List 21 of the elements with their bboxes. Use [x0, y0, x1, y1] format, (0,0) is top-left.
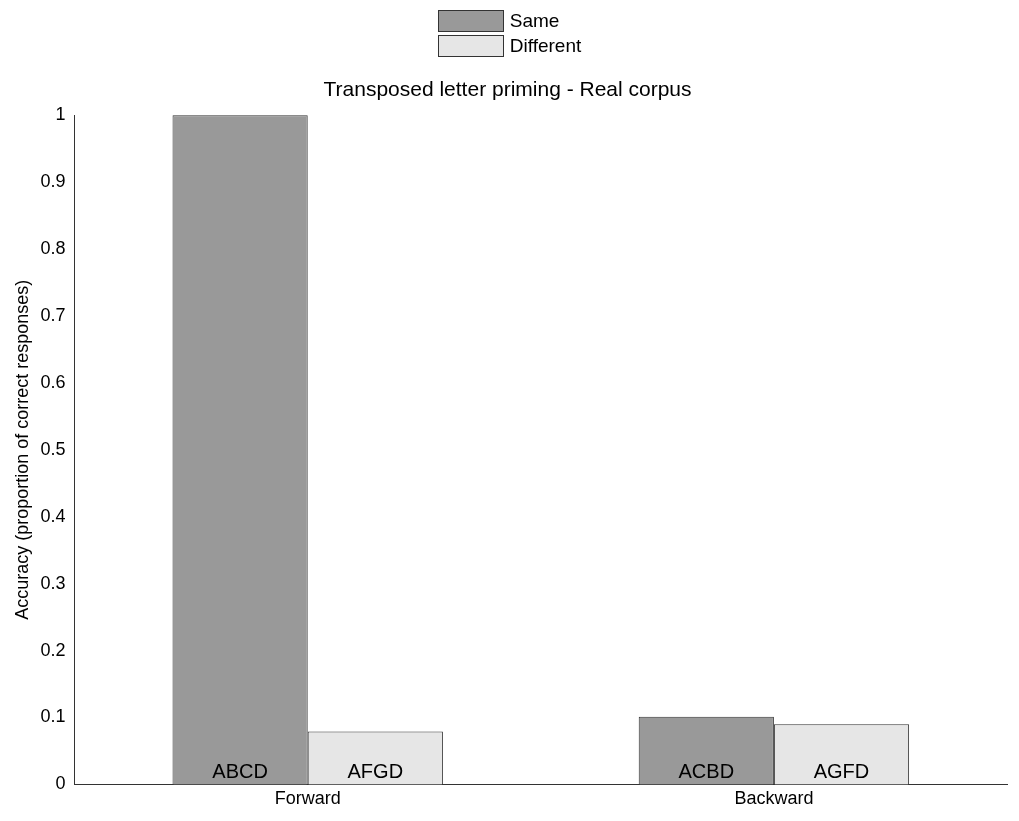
y-tick-label: 0.1 — [40, 706, 66, 727]
data-label: AFGD — [347, 759, 404, 782]
y-tick-label: 0 — [55, 773, 66, 794]
y-tick-label: 0.5 — [40, 438, 66, 459]
data-label: ABCD — [212, 759, 268, 782]
y-tick-label: 0.6 — [40, 371, 66, 392]
data-label: ACBD — [678, 759, 735, 782]
chart-title: Transposed letter priming - Real corpus — [323, 77, 692, 101]
legend-label: Different — [509, 34, 582, 57]
x-tick-label: Forward — [274, 788, 341, 809]
y-tick-label: 0.8 — [40, 238, 66, 259]
y-axis-title: Accuracy (proportion of correct responses) — [11, 279, 32, 620]
x-tick-label: Backward — [734, 788, 814, 809]
y-tick-label: 0.4 — [40, 505, 66, 526]
legend-label: Same — [509, 9, 560, 32]
y-tick-label: 0.9 — [40, 171, 66, 192]
y-tick-label: 0.7 — [40, 304, 66, 325]
data-label: AGFD — [813, 759, 870, 782]
y-tick-label: 1 — [55, 104, 66, 125]
y-tick-label: 0.3 — [40, 572, 66, 593]
y-tick-label: 0.2 — [40, 639, 66, 660]
